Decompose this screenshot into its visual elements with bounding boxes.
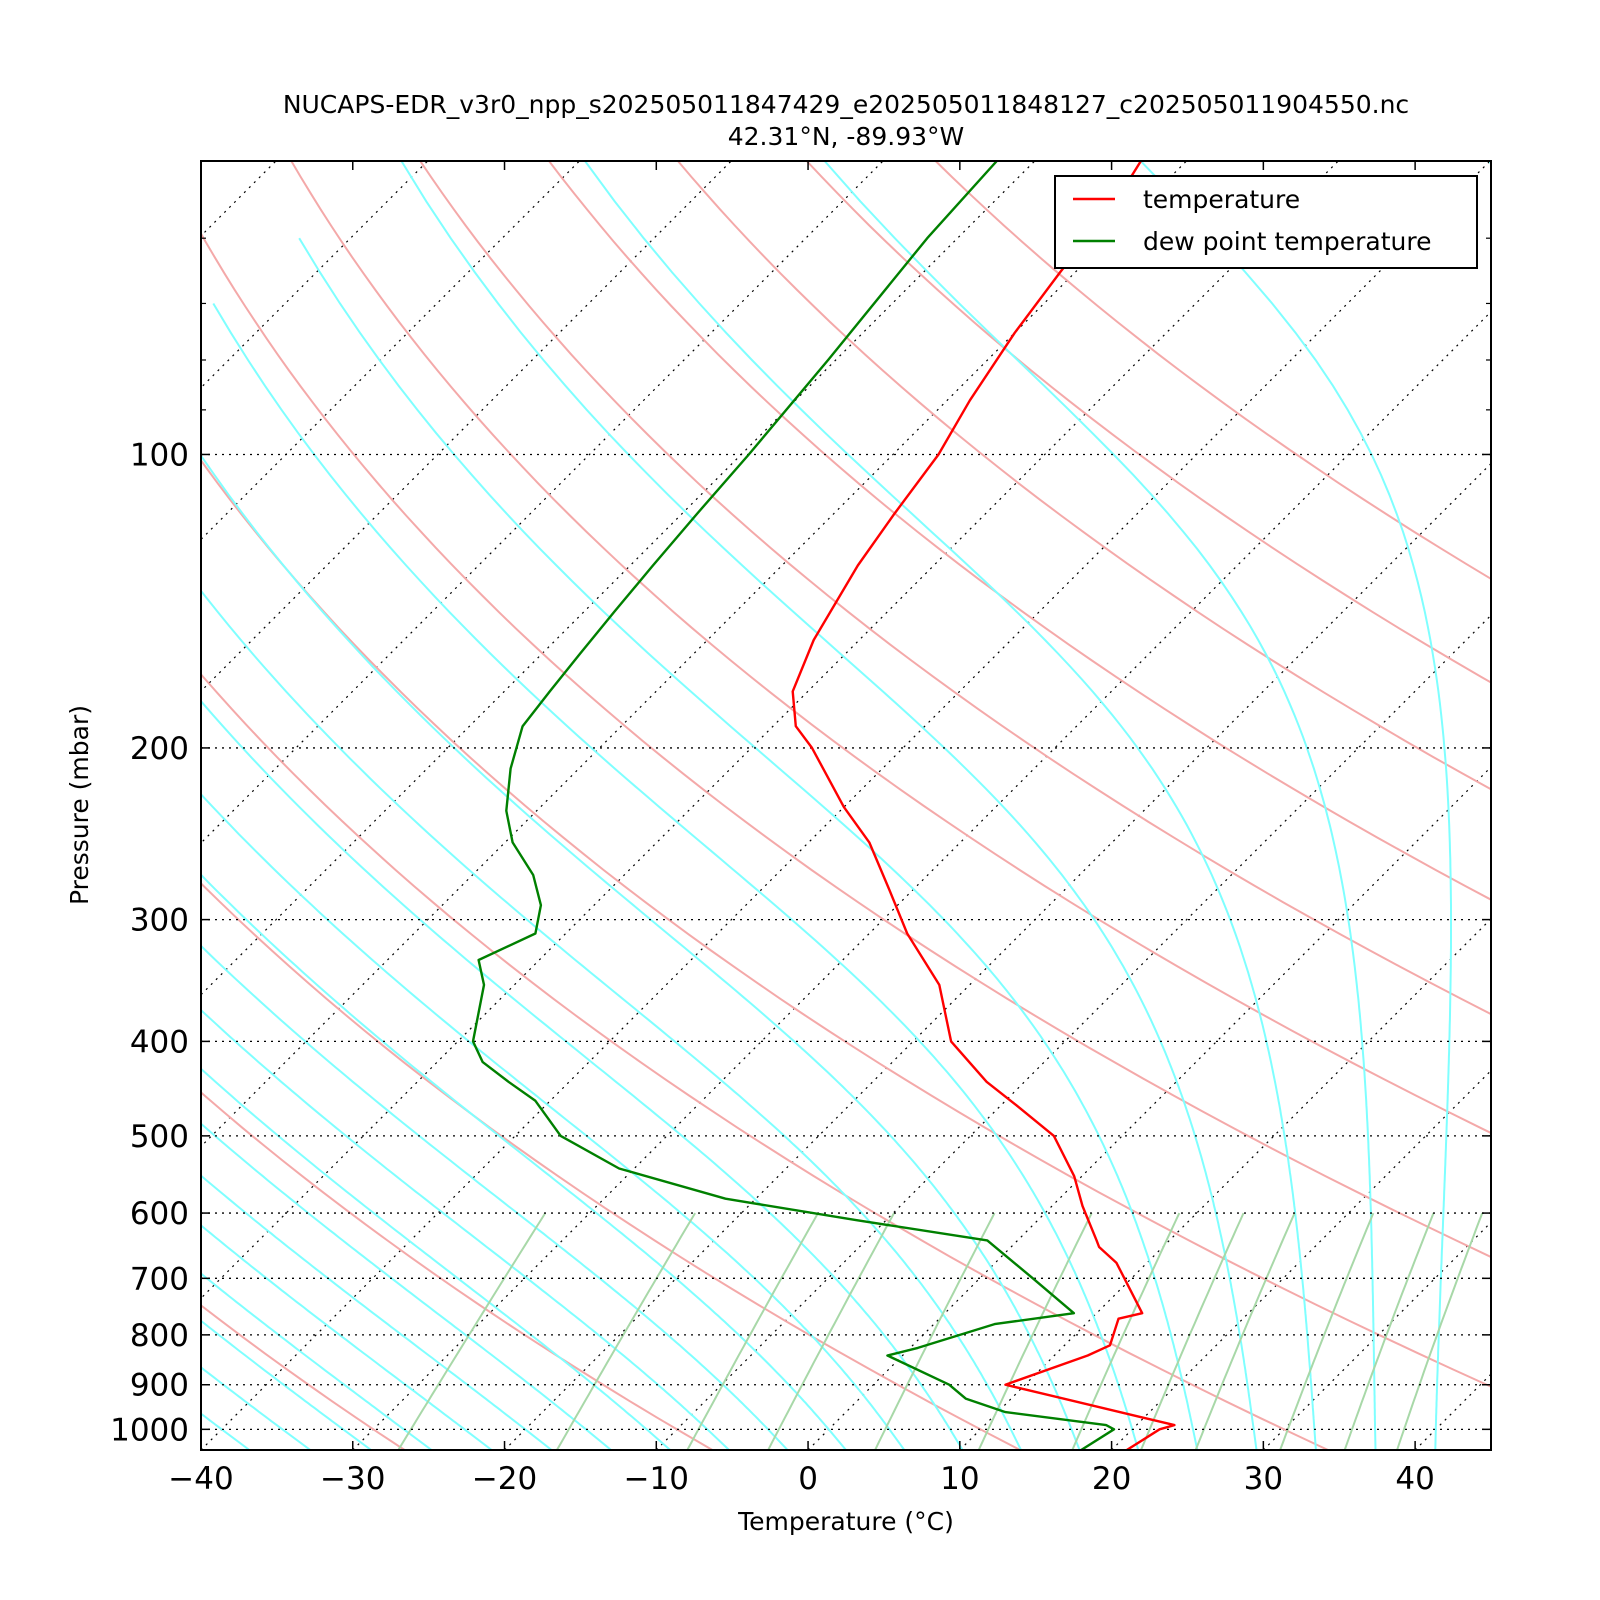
moist-adiabat-line xyxy=(201,1272,433,1450)
x-tick-label: 20 xyxy=(1092,1461,1131,1497)
dry-adiabat-line xyxy=(419,161,1491,1016)
isotherm-line xyxy=(201,161,1187,1148)
moist-adiabat-line xyxy=(298,237,1199,1450)
moist-adiabat-line xyxy=(823,161,1377,1450)
isotherm-line xyxy=(504,462,1491,1450)
legend-dewpoint-label: dew point temperature xyxy=(1143,227,1432,256)
x-axis-ticks: −40 −30 −20 −10 0 10 20 30 40 xyxy=(168,161,1435,1497)
y-axis-ticks: 100 200 300 400 500 600 700 800 900 1000 xyxy=(110,160,1491,1448)
plot-frame xyxy=(200,160,1492,1451)
moist-adiabat-line xyxy=(201,944,789,1450)
y-tick-label: 1000 xyxy=(110,1412,189,1448)
isotherm-line xyxy=(201,161,1036,996)
y-tick-label: 300 xyxy=(130,903,189,939)
y-tick-label: 200 xyxy=(130,731,189,767)
dry-adiabat-line xyxy=(201,1091,713,1450)
series-lines xyxy=(471,161,1176,1450)
mixing-ratio-line xyxy=(556,1212,696,1450)
isotherm-line xyxy=(201,161,1491,1450)
isotherm-line xyxy=(201,161,1339,1300)
mixing-ratio-line xyxy=(397,1212,547,1450)
x-tick-label: 40 xyxy=(1395,1461,1434,1497)
dry-adiabat-line xyxy=(201,881,1021,1450)
mixing-ratio-line xyxy=(1396,1212,1484,1450)
y-tick-label: 100 xyxy=(130,437,189,473)
temperature-line xyxy=(791,161,1176,1450)
moist-adiabat-line xyxy=(201,1224,493,1450)
legend-temperature-label: temperature xyxy=(1143,185,1300,214)
x-tick-label: −40 xyxy=(168,1461,233,1497)
moist-adiabat-line xyxy=(400,161,1258,1450)
x-tick-label: −20 xyxy=(472,1461,537,1497)
isotherm-line xyxy=(201,161,884,844)
mixing-ratio-line xyxy=(1194,1212,1296,1450)
moist-adiabat-line xyxy=(201,792,906,1450)
x-axis-label: Temperature (°C) xyxy=(737,1507,954,1536)
x-tick-label: 30 xyxy=(1244,1461,1283,1497)
chart-title: NUCAPS-EDR_v3r0_npp_s202505011847429_e20… xyxy=(283,90,1409,119)
mixing-ratio-line xyxy=(874,1212,996,1450)
mixing-ratio-line xyxy=(1140,1212,1245,1450)
isotherm-line xyxy=(201,161,429,389)
dew-point-line xyxy=(471,161,1116,1450)
dry-adiabat-line xyxy=(290,161,1491,1135)
moist-adiabat-line xyxy=(201,1319,372,1450)
x-tick-label: −30 xyxy=(320,1461,385,1497)
dry-adiabat-line xyxy=(201,231,1491,1259)
dry-adiabat-line xyxy=(677,161,1491,791)
background-lines xyxy=(201,161,1491,1450)
x-tick-label: 0 xyxy=(798,1461,818,1497)
isotherm-line xyxy=(201,161,580,541)
mixing-ratio-line xyxy=(686,1212,819,1450)
mixing-ratio-line xyxy=(1343,1212,1435,1450)
dry-adiabat-line xyxy=(805,161,1491,684)
moist-adiabat-line xyxy=(584,161,1317,1450)
moist-adiabat-line xyxy=(201,873,847,1450)
moist-adiabat-line xyxy=(212,302,1140,1450)
moist-adiabat-line xyxy=(201,589,1022,1450)
moist-adiabat-line xyxy=(201,1122,612,1450)
mixing-ratio-line xyxy=(767,1212,895,1450)
mixing-ratio-line xyxy=(1071,1212,1181,1450)
mixing-ratio-line xyxy=(1279,1212,1375,1450)
x-tick-label: −10 xyxy=(624,1461,689,1497)
y-tick-label: 500 xyxy=(130,1119,189,1155)
y-tick-label: 800 xyxy=(130,1318,189,1354)
legend-box xyxy=(1054,175,1478,269)
dry-adiabat-line xyxy=(201,458,1491,1388)
isotherm-line xyxy=(352,310,1491,1450)
y-tick-label: 900 xyxy=(130,1368,189,1404)
y-axis-label: Pressure (mbar) xyxy=(65,705,94,905)
dry-adiabat-line xyxy=(934,161,1491,581)
moist-adiabat-line xyxy=(201,1008,730,1450)
chart-subtitle: 42.31°N, -89.93°W xyxy=(728,122,964,151)
isotherm-line xyxy=(201,161,732,693)
dry-adiabat-line xyxy=(201,672,1329,1450)
moist-adiabat-line xyxy=(201,1067,671,1450)
y-tick-label: 600 xyxy=(130,1196,189,1232)
y-tick-label: 700 xyxy=(130,1261,189,1297)
moist-adiabat-line xyxy=(201,1366,311,1450)
isotherm-line xyxy=(655,614,1491,1450)
isotherm-line xyxy=(807,766,1491,1450)
y-tick-label: 400 xyxy=(130,1024,189,1060)
x-tick-label: 10 xyxy=(940,1461,979,1497)
moist-adiabat-line xyxy=(201,454,1081,1450)
pressure-gridlines xyxy=(201,453,1491,1430)
legend: temperature dew point temperature xyxy=(1054,175,1478,269)
dry-adiabat-line xyxy=(548,161,1491,901)
moist-adiabat-line xyxy=(1139,161,1452,1450)
